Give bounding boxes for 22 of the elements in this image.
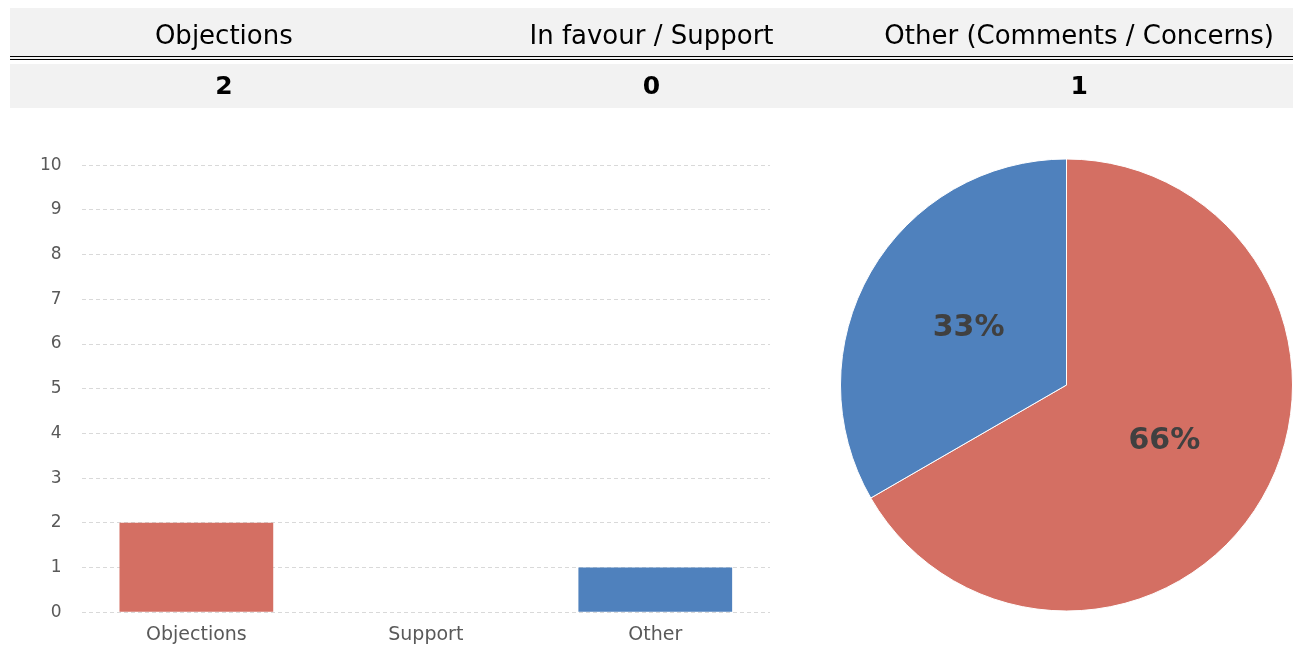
y-tick-label: 9 [50, 198, 62, 219]
x-tick-label: Support [388, 621, 464, 644]
x-tick-label: Objections [145, 621, 247, 644]
category-label: Objections [153, 19, 294, 52]
y-tick-label: 3 [50, 466, 62, 487]
data-label: 33% [932, 308, 1005, 344]
y-tick-label: 6 [50, 332, 62, 353]
category-label: Other (Comments / Concerns) [883, 19, 1275, 52]
data-label: 0 [641, 70, 662, 102]
y-tick-label: 5 [50, 377, 62, 398]
y-tick-label: 10 [39, 153, 62, 174]
category-label: In favour / Support [528, 19, 775, 52]
data-label: 2 [214, 70, 234, 102]
data-label: 66% [1128, 421, 1201, 457]
y-tick-label: 0 [50, 600, 62, 621]
x-tick-label: Other [628, 621, 683, 644]
y-tick-label: 8 [50, 243, 62, 264]
y-tick-label: 1 [50, 555, 62, 576]
y-tick-label: 2 [50, 511, 62, 532]
data-label: 1 [1069, 70, 1089, 102]
y-tick-label: 7 [50, 287, 62, 308]
y-tick-label: 4 [50, 421, 62, 442]
